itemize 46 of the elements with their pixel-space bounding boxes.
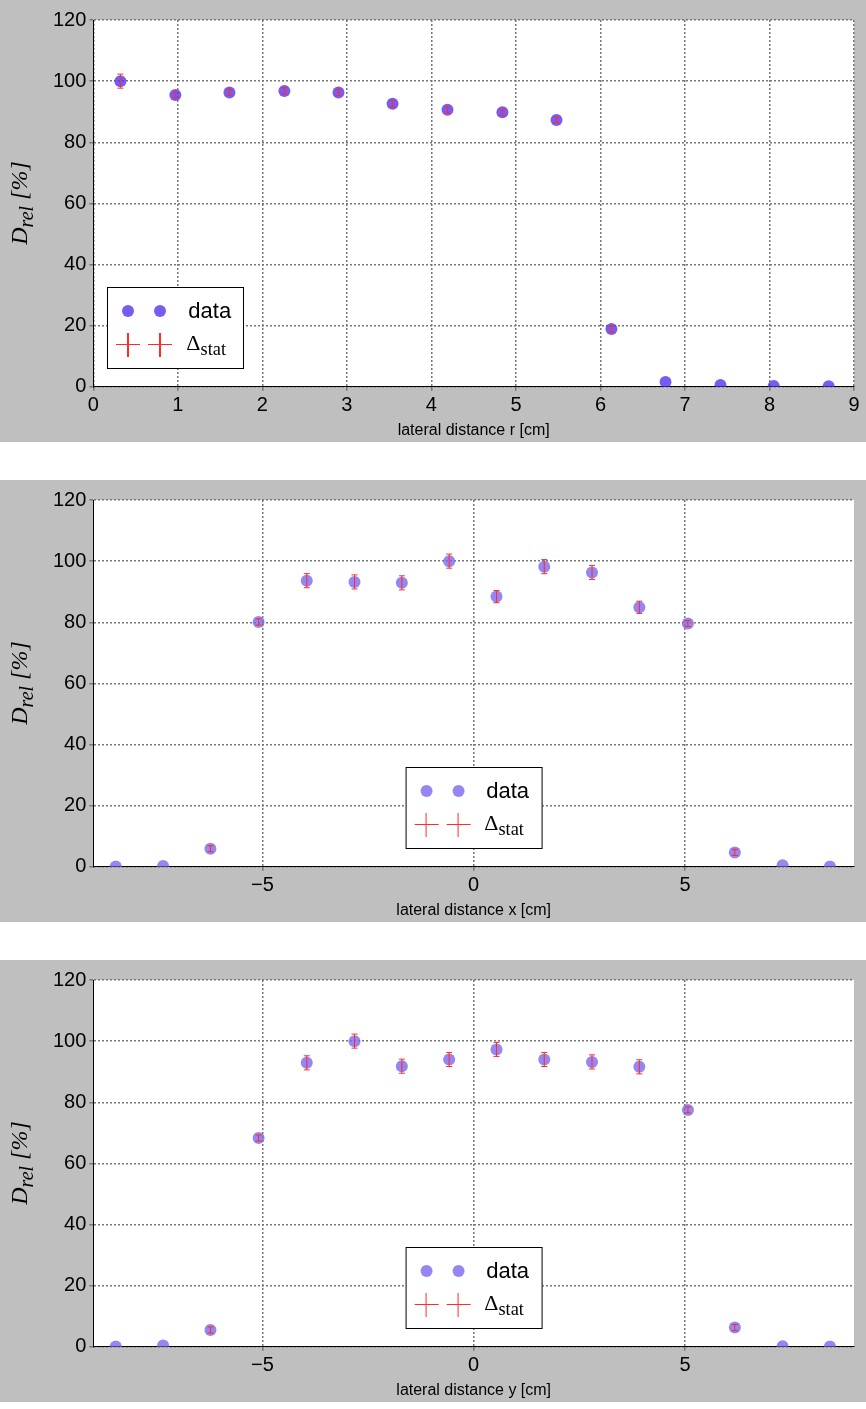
annotation: Δ$_{stat}$ xyxy=(484,1289,524,1320)
x-axis-title: lateral distance y [cm] xyxy=(396,1380,552,1398)
x-tick-label: 6 xyxy=(594,393,607,416)
y-tick-label: 100 xyxy=(52,548,87,571)
y-tick-label: 60 xyxy=(64,1150,87,1173)
y-tick-label: 40 xyxy=(64,732,87,755)
x-tick-label: −5 xyxy=(250,1353,274,1376)
legend-label: data xyxy=(486,777,530,804)
y-tick-label: 120 xyxy=(52,7,87,30)
y-tick-label: 100 xyxy=(52,68,87,91)
x-tick-label: −5 xyxy=(250,873,274,896)
x-axis-title: lateral distance x [cm] xyxy=(396,900,552,918)
y-tick-label: 40 xyxy=(64,252,87,275)
y-tick-label: 80 xyxy=(64,129,87,152)
x-tick-label: 7 xyxy=(679,393,691,416)
x-tick-label: 5 xyxy=(679,1353,691,1376)
x-tick-label: 1 xyxy=(172,393,184,416)
x-tick-label: 4 xyxy=(425,393,437,416)
y-tick-label: 120 xyxy=(52,487,87,510)
legend-label: data xyxy=(486,1257,530,1284)
legend-label: data xyxy=(188,297,232,324)
x-tick-label: 5 xyxy=(510,393,522,416)
y-tick-label: 120 xyxy=(52,967,87,990)
x-tick-label: 3 xyxy=(341,393,353,416)
x-tick-label: 8 xyxy=(763,393,776,416)
x-tick-label: 2 xyxy=(256,393,268,416)
y-tick-label: 0 xyxy=(75,854,87,877)
annotation: Δ$_{stat}$ xyxy=(484,809,524,840)
y-tick-label: 80 xyxy=(64,609,87,632)
y-tick-label: 0 xyxy=(75,374,87,397)
y-tick-label: 20 xyxy=(64,313,87,336)
x-tick-label: 0 xyxy=(468,873,480,896)
y-tick-label: 80 xyxy=(64,1089,87,1112)
x-axis-title: lateral distance r [cm] xyxy=(397,420,550,438)
y-tick-label: 60 xyxy=(64,190,87,213)
y-tick-label: 60 xyxy=(64,670,87,693)
x-tick-label: 9 xyxy=(848,393,860,416)
y-tick-label: 100 xyxy=(52,1028,87,1051)
annotation: Δ$_{stat}$ xyxy=(186,329,226,360)
y-tick-label: 0 xyxy=(75,1334,87,1357)
y-tick-label: 40 xyxy=(64,1212,87,1235)
point xyxy=(659,375,672,387)
y-tick-label: 20 xyxy=(64,1273,87,1296)
y-tick-label: 20 xyxy=(64,793,87,816)
x-tick-label: 5 xyxy=(679,873,691,896)
x-tick-label: 0 xyxy=(468,1353,480,1376)
